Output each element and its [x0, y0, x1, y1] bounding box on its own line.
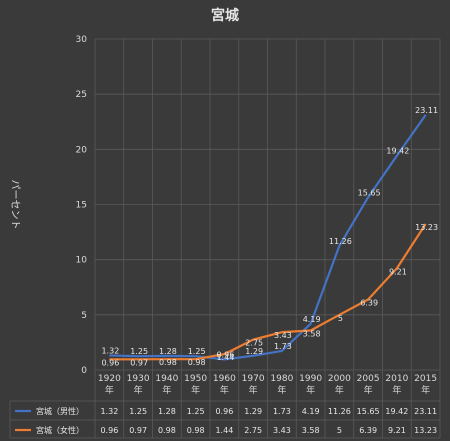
x-tick-label: 1970 年	[242, 374, 265, 396]
data-label: 9.21	[389, 267, 407, 276]
table-cell: 4.19	[302, 407, 320, 416]
x-tick-label: 1930 年	[127, 374, 150, 396]
data-label: 6.39	[360, 298, 378, 307]
table-cell: 11.26	[328, 407, 351, 416]
series-line	[109, 114, 427, 361]
table-cell: 5	[337, 426, 342, 435]
legend-label: 宮城（女性）	[36, 425, 84, 435]
data-label: 4.19	[303, 315, 321, 324]
data-label: 1.32	[101, 346, 119, 355]
y-tick-label: 10	[76, 256, 88, 266]
data-label: 0.98	[188, 358, 206, 367]
data-label: 1.25	[130, 347, 148, 356]
table-cell: 3.43	[273, 426, 291, 435]
table-cell: 0.96	[100, 426, 118, 435]
data-label: 19.42	[386, 147, 409, 156]
data-label: 3.43	[274, 331, 292, 340]
y-tick-label: 5	[81, 311, 87, 321]
data-label: 13.23	[415, 223, 438, 232]
x-tick-label: 2010 年	[385, 374, 408, 396]
y-tick-label: 0	[81, 366, 87, 376]
table-cell: 1.29	[244, 407, 262, 416]
y-tick-label: 30	[76, 35, 88, 45]
table-cell: 0.97	[129, 426, 147, 435]
table-cell: 0.98	[187, 426, 205, 435]
x-tick-label: 1990 年	[299, 374, 322, 396]
table-cell: 1.28	[158, 407, 176, 416]
data-label: 5	[338, 314, 343, 323]
data-label: 0.98	[159, 358, 177, 367]
data-label: 11.26	[329, 237, 352, 246]
x-tick-label: 2005 年	[357, 374, 380, 396]
series-line	[109, 223, 427, 361]
table-cell: 15.65	[357, 407, 380, 416]
data-label: 0.96	[101, 358, 119, 367]
table-cell: 1.73	[273, 407, 291, 416]
x-tick-label: 2000 年	[328, 374, 351, 396]
x-tick-label: 2015 年	[414, 374, 437, 396]
x-tick-label: 1980 年	[270, 374, 293, 396]
x-tick-label: 1950 年	[184, 374, 207, 396]
y-tick-label: 20	[76, 145, 88, 155]
table-cell: 3.58	[302, 426, 320, 435]
data-label: 23.11	[415, 106, 438, 115]
table-cell: 2.75	[244, 426, 262, 435]
x-tick-label: 1920 年	[98, 374, 121, 396]
table-cell: 19.42	[385, 407, 408, 416]
data-label: 1.29	[245, 347, 263, 356]
data-label: 1.25	[188, 347, 206, 356]
table-cell: 1.25	[187, 407, 205, 416]
data-label: 1.28	[159, 347, 177, 356]
data-label: 0.97	[130, 358, 148, 367]
data-label: 0.96	[216, 350, 234, 359]
x-tick-label: 1940 年	[155, 374, 178, 396]
x-tick-label: 1960 年	[213, 374, 236, 396]
data-label: 3.58	[303, 330, 321, 339]
data-label: 1.73	[274, 342, 292, 351]
y-axis-label: パーセント	[9, 180, 21, 230]
table-cell: 9.21	[388, 426, 406, 435]
data-label: 15.65	[358, 188, 381, 197]
data-label: 2.75	[245, 339, 263, 348]
table-cell: 6.39	[359, 426, 377, 435]
y-tick-label: 15	[76, 201, 87, 211]
table-cell: 0.98	[158, 426, 176, 435]
chart-title: 宮城	[211, 7, 239, 24]
data-label: 1.44	[216, 353, 234, 362]
table-cell: 13.23	[414, 426, 437, 435]
table-cell: 0.96	[215, 407, 233, 416]
table-cell: 23.11	[414, 407, 437, 416]
table-cell: 1.44	[215, 426, 233, 435]
legend-label: 宮城（男性）	[36, 406, 84, 416]
y-tick-label: 25	[76, 90, 87, 100]
table-cell: 1.25	[129, 407, 147, 416]
table-cell: 1.32	[100, 407, 118, 416]
